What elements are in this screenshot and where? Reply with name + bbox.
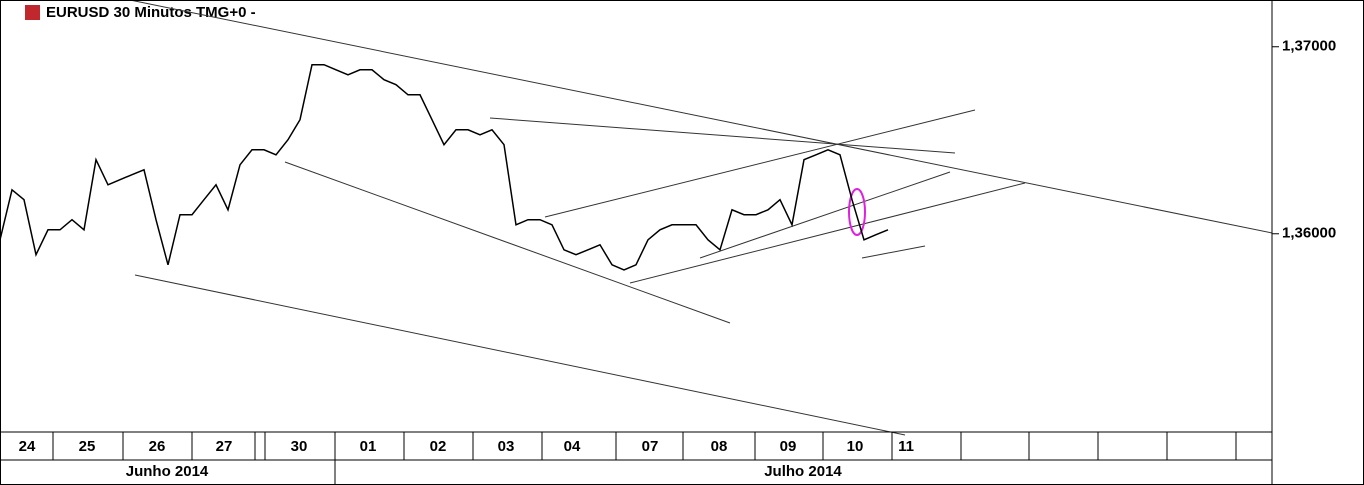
x-tick-label: 30: [291, 438, 308, 455]
x-tick-label: 03: [498, 438, 515, 455]
x-tick-label: 11: [898, 438, 914, 455]
y-tick-label: 1,36000: [1282, 225, 1336, 242]
month-label: Junho 2014: [126, 463, 209, 480]
x-tick-label: 07: [642, 438, 659, 455]
x-tick-label: 26: [149, 438, 166, 455]
x-tick-label: 10: [847, 438, 864, 455]
fx-icon: [25, 5, 40, 20]
x-tick-label: 04: [564, 438, 581, 455]
price-line: [0, 63, 889, 271]
x-tick-label: 25: [79, 438, 96, 455]
chart-title: EURUSD 30 Minutos TMG+0 -: [46, 4, 256, 21]
x-tick-label: 01: [360, 438, 377, 455]
y-tick-label: 1,37000: [1282, 38, 1336, 55]
x-tick-label: 02: [430, 438, 447, 455]
x-tick-label: 27: [216, 438, 233, 455]
x-tick-label: 09: [780, 438, 797, 455]
month-label: Julho 2014: [764, 463, 842, 480]
trend-lines: [129, 0, 1273, 436]
x-tick-label: 24: [19, 438, 36, 455]
x-tick-label: 08: [711, 438, 728, 455]
highlight-ellipse: [848, 188, 866, 236]
